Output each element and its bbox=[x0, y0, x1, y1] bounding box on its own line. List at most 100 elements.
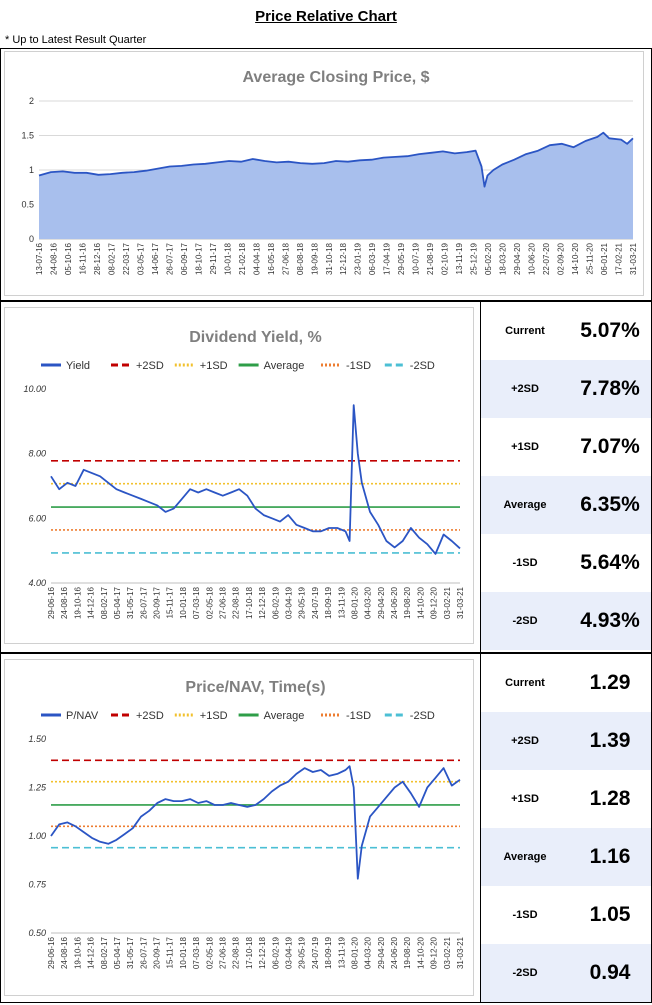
stat-label: -2SD bbox=[512, 967, 538, 979]
x-tick-label: 27-06-18 bbox=[219, 936, 228, 969]
x-tick-label: 08-08-18 bbox=[296, 242, 305, 275]
x-tick-label: 13-11-19 bbox=[455, 242, 464, 274]
x-tick-label: 14-10-20 bbox=[416, 936, 425, 969]
x-tick-label: 18-03-20 bbox=[499, 242, 508, 275]
x-tick-label: 09-12-20 bbox=[430, 936, 439, 969]
x-tick-label: 09-12-20 bbox=[430, 586, 439, 619]
x-tick-label: 16-05-18 bbox=[267, 242, 276, 275]
price-chart-svg: Average Closing Price, $ 0 0.5 1 1.5 2 13-07-1… bbox=[21, 69, 638, 275]
stat-label: Average bbox=[503, 851, 547, 863]
x-tick-label: 22-03-17 bbox=[122, 242, 131, 275]
x-tick-label: 08-02-17 bbox=[100, 936, 109, 969]
y-tick-label: 0 bbox=[29, 234, 34, 244]
x-tick-label: 07-03-18 bbox=[192, 936, 201, 969]
x-tick-label: 03-02-21 bbox=[443, 586, 452, 619]
y-tick-label: 0.5 bbox=[21, 200, 34, 210]
x-tick-label: 22-08-18 bbox=[232, 936, 241, 969]
x-tick-label: 31-03-21 bbox=[456, 936, 465, 969]
x-tick-label: 18-09-19 bbox=[324, 936, 333, 969]
stat-value: 1.39 bbox=[589, 729, 631, 752]
legend-label-average: Average bbox=[264, 710, 305, 722]
x-tick-label: 03-05-17 bbox=[136, 242, 145, 275]
x-tick-label: 31-03-21 bbox=[456, 586, 465, 619]
latest-quarter-note: * Up to Latest Result Quarter bbox=[5, 34, 147, 46]
x-tick-label: 29-04-20 bbox=[377, 586, 386, 619]
x-tick-label: 24-08-16 bbox=[60, 936, 69, 969]
x-tick-label: 17-10-18 bbox=[245, 586, 254, 619]
y-tick-label: 1.00 bbox=[28, 831, 46, 841]
x-tick-label: 24-08-16 bbox=[60, 586, 69, 619]
pnav-chart-svg: Price/NAV, Time(s) P/NAV +2SD +1SD Average -1… bbox=[28, 679, 465, 969]
x-tick-label: 10-07-19 bbox=[412, 242, 421, 275]
legend-label-minus-2sd: -2SD bbox=[410, 360, 435, 372]
y-tick-label: 10.00 bbox=[23, 384, 46, 394]
stat-value: 1.28 bbox=[589, 787, 631, 810]
yield-stat-minus-1sd: -1SD 5.64% bbox=[481, 534, 651, 592]
y-tick-label: 0.50 bbox=[28, 928, 46, 938]
yield-stat-plus-2sd: +2SD 7.78% bbox=[481, 360, 651, 418]
x-tick-label: 08-01-20 bbox=[350, 936, 359, 969]
y-tick-label: 1.5 bbox=[21, 131, 34, 141]
x-tick-label: 05-04-17 bbox=[113, 936, 122, 969]
x-tick-label: 19-08-20 bbox=[403, 936, 412, 969]
yield-stat-average: Average 6.35% bbox=[481, 476, 651, 534]
x-tick-label: 19-10-16 bbox=[73, 936, 82, 969]
y-tick-label: 1 bbox=[29, 165, 34, 175]
y-tick-label: 1.25 bbox=[28, 783, 47, 793]
x-tick-label: 26-07-17 bbox=[165, 242, 174, 275]
y-tick-label: 6.00 bbox=[28, 513, 46, 523]
stat-label: -1SD bbox=[512, 557, 538, 569]
x-tick-label: 22-08-18 bbox=[232, 586, 241, 619]
yield-chart-svg: Dividend Yield, % Yield +2SD +1SD Average -1S… bbox=[23, 329, 465, 619]
series-area bbox=[39, 132, 633, 239]
x-tick-label: 05-10-16 bbox=[64, 242, 73, 275]
x-tick-label: 13-07-16 bbox=[35, 242, 44, 275]
x-tick-label: 31-05-17 bbox=[126, 586, 135, 619]
legend-label-plus-1sd: +1SD bbox=[200, 710, 228, 722]
x-tick-label: 29-06-16 bbox=[47, 586, 56, 619]
x-tick-label: 29-05-19 bbox=[298, 936, 307, 969]
pnav-stat-minus-1sd: -1SD 1.05 bbox=[481, 886, 651, 944]
x-tick-label: 08-02-17 bbox=[100, 586, 109, 619]
legend-label-series: Yield bbox=[66, 360, 90, 372]
y-tick-label: 8.00 bbox=[28, 449, 46, 459]
x-tick-label: 31-05-17 bbox=[126, 936, 135, 969]
x-tick-label: 13-11-19 bbox=[337, 936, 346, 968]
stat-value: 1.05 bbox=[589, 903, 631, 926]
x-tick-label: 29-05-19 bbox=[397, 242, 406, 275]
chart-title: Dividend Yield, % bbox=[189, 329, 321, 346]
stat-value: 6.35% bbox=[580, 493, 640, 516]
stat-label: Current bbox=[505, 325, 545, 337]
x-tick-label: 13-11-19 bbox=[337, 586, 346, 618]
stat-label: +2SD bbox=[511, 735, 539, 747]
x-tick-label: 18-10-17 bbox=[194, 242, 203, 275]
stat-value: 1.29 bbox=[589, 671, 631, 694]
x-tick-label: 10-01-18 bbox=[179, 936, 188, 969]
yield-stat-plus-1sd: +1SD 7.07% bbox=[481, 418, 651, 476]
x-tick-label: 08-01-20 bbox=[350, 586, 359, 619]
legend-label-minus-1sd: -1SD bbox=[346, 710, 371, 722]
x-tick-label: 21-02-18 bbox=[238, 242, 247, 275]
x-tick-label: 05-04-17 bbox=[113, 586, 122, 619]
legend-label-plus-2sd: +2SD bbox=[136, 710, 164, 722]
legend-label-minus-2sd: -2SD bbox=[410, 710, 435, 722]
stat-label: Current bbox=[505, 677, 545, 689]
x-tick-label: 06-02-19 bbox=[271, 586, 280, 619]
x-tick-label: 02-05-18 bbox=[205, 586, 214, 619]
x-tick-label: 20-09-17 bbox=[153, 586, 162, 619]
x-tick-label: 08-02-17 bbox=[107, 242, 116, 275]
legend-label-series: P/NAV bbox=[66, 710, 99, 722]
x-tick-label: 20-09-17 bbox=[153, 936, 162, 969]
y-tick-label: 4.00 bbox=[28, 578, 46, 588]
x-tick-label: 02-09-20 bbox=[557, 242, 566, 275]
pnav-stats-table: Current 1.29 +2SD 1.39 +1SD 1.28 Average… bbox=[480, 654, 651, 1002]
x-tick-label: 03-04-19 bbox=[284, 936, 293, 969]
x-tick-label: 10-01-18 bbox=[223, 242, 232, 275]
x-tick-label: 06-03-19 bbox=[368, 242, 377, 275]
stat-value: 0.94 bbox=[589, 961, 631, 984]
x-tick-label: 16-11-16 bbox=[78, 242, 87, 274]
x-tick-label: 12-12-18 bbox=[339, 242, 348, 275]
x-tick-label: 10-01-18 bbox=[179, 586, 188, 619]
x-tick-label: 19-10-16 bbox=[73, 586, 82, 619]
x-tick-label: 19-09-18 bbox=[310, 242, 319, 275]
